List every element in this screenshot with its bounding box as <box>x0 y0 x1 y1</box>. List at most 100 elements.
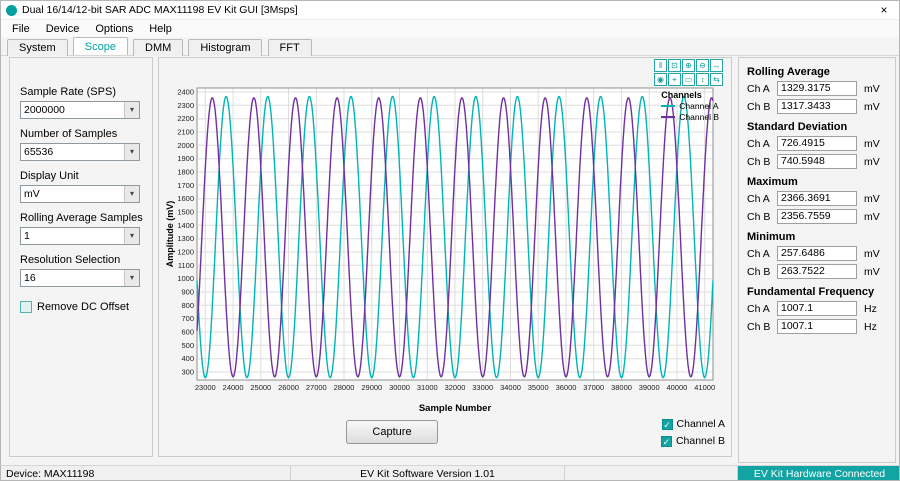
chevron-down-icon[interactable]: ▾ <box>124 102 139 118</box>
channel-a-checkbox[interactable]: ✓ <box>661 418 673 430</box>
stats-row: Ch A 1007.1 Hz <box>747 301 887 316</box>
channel-label: Ch B <box>747 100 771 113</box>
svg-text:38000: 38000 <box>611 383 632 392</box>
svg-text:30000: 30000 <box>389 383 410 392</box>
tab-histogram[interactable]: Histogram <box>188 39 263 56</box>
svg-text:1400: 1400 <box>177 221 194 230</box>
channel-b-legend-label: Channel B <box>679 112 719 122</box>
pan-button[interactable]: ⇆ <box>710 73 723 86</box>
autoscale-button[interactable]: ◉ <box>654 73 667 86</box>
chevron-down-icon[interactable]: ▾ <box>124 186 139 202</box>
stats-section-minimum: Minimum Ch A 257.6486 mV Ch B 263.7522 m… <box>747 231 887 279</box>
svg-text:29000: 29000 <box>361 383 382 392</box>
svg-text:40000: 40000 <box>666 383 687 392</box>
unit-label: mV <box>864 192 880 205</box>
svg-text:41000: 41000 <box>694 383 715 392</box>
unit-label: mV <box>864 265 880 278</box>
channel-a-toggle-row: ✓ Channel A <box>661 418 725 430</box>
svg-text:27000: 27000 <box>306 383 327 392</box>
resolution-selection-select[interactable]: 16 ▾ <box>20 269 140 287</box>
stats-section-maximum: Maximum Ch A 2366.3691 mV Ch B 2356.7559… <box>747 176 887 224</box>
svg-text:2200: 2200 <box>177 114 194 123</box>
svg-text:1500: 1500 <box>177 208 194 217</box>
zoom-out-button[interactable]: ⊖ <box>696 59 709 72</box>
svg-text:1900: 1900 <box>177 154 194 163</box>
channel-label: Ch B <box>747 265 771 278</box>
rolling-average-samples-select[interactable]: 1 ▾ <box>20 227 140 245</box>
menu-file[interactable]: File <box>12 22 30 35</box>
svg-text:800: 800 <box>181 301 194 310</box>
rolling-average-cha-value: 1329.3175 <box>777 81 857 96</box>
stats-section-standard-deviation: Standard Deviation Ch A 726.4915 mV Ch B… <box>747 121 887 169</box>
chevron-down-icon[interactable]: ▾ <box>124 270 139 286</box>
menu-options[interactable]: Options <box>95 22 134 35</box>
svg-text:700: 700 <box>181 314 194 323</box>
window-title: Dual 16/14/12-bit SAR ADC MAX11198 EV Ki… <box>22 4 298 16</box>
num-samples-label: Number of Samples <box>20 128 118 140</box>
remove-dc-offset-checkbox[interactable] <box>20 301 32 313</box>
zoom-in-button[interactable]: ⊕ <box>682 59 695 72</box>
channel-toggles: ✓ Channel A ✓ Channel B <box>660 418 725 452</box>
legend-entry-channel-a: Channel A <box>661 101 719 111</box>
channel-label: Ch B <box>747 320 771 333</box>
remove-dc-offset-label: Remove DC Offset <box>37 301 130 313</box>
display-unit-value: mV <box>24 188 40 200</box>
zoom-x-axis-button[interactable]: ↔ <box>710 59 723 72</box>
display-unit-select[interactable]: mV ▾ <box>20 185 140 203</box>
channel-label: Ch A <box>747 82 770 95</box>
sample-rate-select[interactable]: 2000000 ▾ <box>20 101 140 119</box>
svg-text:39000: 39000 <box>639 383 660 392</box>
tab-fft[interactable]: FFT <box>267 39 312 56</box>
minimum-cha-value: 257.6486 <box>777 246 857 261</box>
pause-button[interactable]: ‖ <box>654 59 667 72</box>
svg-text:Sample Number: Sample Number <box>419 403 492 414</box>
std-dev-cha-value: 726.4915 <box>777 136 857 151</box>
crosshair-button[interactable]: ⌖ <box>668 73 681 86</box>
channel-b-swatch <box>661 116 676 118</box>
svg-text:24000: 24000 <box>223 383 244 392</box>
stats-row: Ch A 726.4915 mV <box>747 136 887 151</box>
channel-a-toggle-label: Channel A <box>676 418 725 430</box>
stats-section-fundamental-frequency: Fundamental Frequency Ch A 1007.1 Hz Ch … <box>747 286 887 334</box>
unit-label: Hz <box>864 320 877 333</box>
svg-text:1800: 1800 <box>177 168 194 177</box>
close-button[interactable]: × <box>880 3 888 17</box>
status-hardware-connected: EV Kit Hardware Connected <box>738 466 899 480</box>
svg-text:32000: 32000 <box>445 383 466 392</box>
svg-text:1600: 1600 <box>177 194 194 203</box>
stats-title: Minimum <box>747 231 796 243</box>
status-spacer <box>565 466 738 480</box>
box-zoom-button[interactable]: ▭ <box>682 73 695 86</box>
scope-chart-panel: 300 400 500 600 700 800 900 1000 1100 1200 1300 140… <box>158 57 732 457</box>
svg-text:2400: 2400 <box>177 88 194 97</box>
channel-b-toggle-row: ✓ Channel B <box>660 435 725 447</box>
svg-text:2300: 2300 <box>177 101 194 110</box>
sample-rate-value: 2000000 <box>24 104 65 116</box>
svg-text:Amplitude (mV): Amplitude (mV) <box>165 201 175 268</box>
channel-label: Ch B <box>747 155 771 168</box>
menu-device[interactable]: Device <box>45 22 80 35</box>
chevron-down-icon[interactable]: ▾ <box>124 144 139 160</box>
capture-button[interactable]: Capture <box>346 420 438 444</box>
maximum-chb-value: 2356.7559 <box>777 209 857 224</box>
tab-dmm[interactable]: DMM <box>133 39 184 56</box>
scope-waveform-chart[interactable]: 300 400 500 600 700 800 900 1000 1100 1200 1300 140… <box>163 82 723 416</box>
tab-system[interactable]: System <box>7 39 68 56</box>
chart-legend: Channels Channel A Channel B <box>661 90 719 123</box>
menu-help[interactable]: Help <box>149 22 172 35</box>
channel-b-checkbox[interactable]: ✓ <box>660 435 672 447</box>
channel-label: Ch A <box>747 192 770 205</box>
chevron-down-icon[interactable]: ▾ <box>124 228 139 244</box>
channel-label: Ch A <box>747 302 770 315</box>
channel-label: Ch A <box>747 247 770 260</box>
channel-label: Ch B <box>747 210 771 223</box>
svg-text:33000: 33000 <box>472 383 493 392</box>
svg-text:500: 500 <box>181 341 194 350</box>
zoom-window-button[interactable]: ⊡ <box>668 59 681 72</box>
tab-scope[interactable]: Scope <box>72 37 128 55</box>
unit-label: mV <box>864 155 880 168</box>
maximum-cha-value: 2366.3691 <box>777 191 857 206</box>
num-samples-select[interactable]: 65536 ▾ <box>20 143 140 161</box>
zoom-y-axis-button[interactable]: ↕ <box>696 73 709 86</box>
